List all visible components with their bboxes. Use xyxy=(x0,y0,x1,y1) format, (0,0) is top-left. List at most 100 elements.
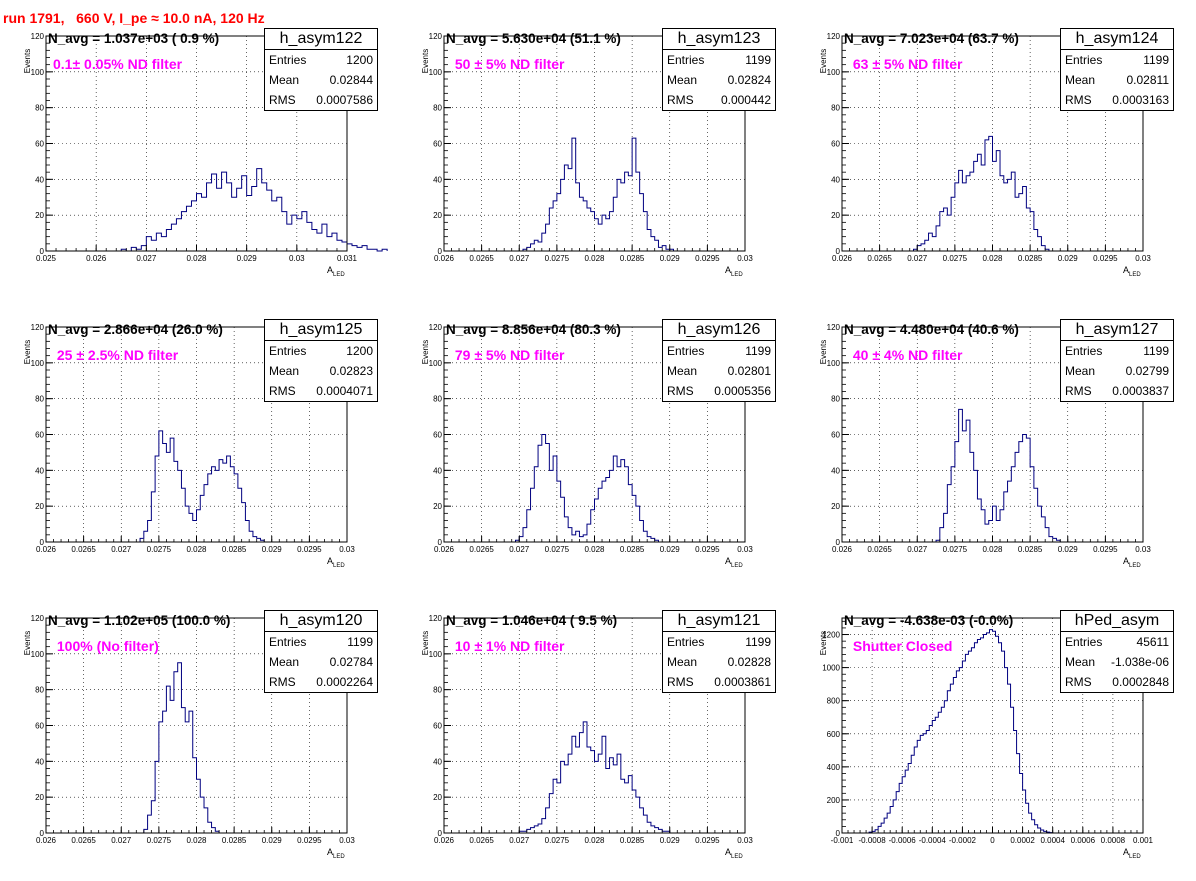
histogram-panel-h_asym121: 0.026 0.0265 0.027 0.0275 0.028 0.0285 0.029 0.… xyxy=(421,609,813,881)
stats-box: h_asym120 Entries 1199 Mean 0.02784 RMS 0.0002… xyxy=(264,610,378,693)
x-tick-label: 0.026 xyxy=(434,836,455,845)
stat-label: Mean xyxy=(269,655,300,669)
y-tick-label: 60 xyxy=(35,722,44,731)
y-axis-label: Events xyxy=(421,49,430,73)
y-tick-label: 40 xyxy=(35,757,44,766)
histogram-name: hPed_asym xyxy=(1061,611,1173,632)
x-tick-label: 0.027 xyxy=(509,545,530,554)
x-tick-label: 0.028 xyxy=(186,545,207,554)
stat-row-entries: Entries 1199 xyxy=(663,341,775,361)
stat-row-entries: Entries 1200 xyxy=(265,341,377,361)
histogram-line xyxy=(518,721,671,833)
stat-value: 1199 xyxy=(347,635,373,649)
x-tick-label: 0.0295 xyxy=(1093,254,1118,263)
y-tick-label: 80 xyxy=(831,104,840,113)
x-axis-label: ALED xyxy=(1123,265,1141,278)
y-tick-label: 40 xyxy=(831,175,840,184)
y-tick-label: 200 xyxy=(827,796,841,805)
stat-label: RMS xyxy=(667,384,694,398)
x-tick-label: 0.0285 xyxy=(222,545,247,554)
x-tick-label: 0.03 xyxy=(737,545,753,554)
stat-row-entries: Entries 1199 xyxy=(663,50,775,70)
y-tick-label: 40 xyxy=(433,757,442,766)
x-tick-label: 0.027 xyxy=(509,254,530,263)
y-axis-label: Events xyxy=(23,340,32,364)
stat-row-rms: RMS 0.0007586 xyxy=(265,90,377,110)
y-axis-label: Events xyxy=(421,631,430,655)
x-tick-label: 0.0002 xyxy=(1010,836,1035,845)
stat-value: 0.0003837 xyxy=(1112,384,1169,398)
x-tick-label: 0.025 xyxy=(36,254,57,263)
filter-annotation: 10 ± 1% ND filter xyxy=(451,638,565,654)
stats-box: h_asym122 Entries 1200 Mean 0.02844 RMS 0.0007… xyxy=(264,28,378,111)
x-axis-label: ALED xyxy=(725,556,743,569)
x-tick-label: 0.0275 xyxy=(147,545,172,554)
stat-value: 1200 xyxy=(346,344,373,358)
stat-label: RMS xyxy=(1065,93,1092,107)
stat-row-entries: Entries 1199 xyxy=(265,632,377,652)
y-tick-label: 80 xyxy=(831,395,840,404)
x-tick-label: 0.03 xyxy=(339,545,355,554)
x-tick-label: 0.029 xyxy=(1058,254,1079,263)
stat-value: 1199 xyxy=(1143,344,1169,358)
histogram-plot: 0.025 0.026 0.027 0.028 0.029 0.03 0.031 0 20 40 6… xyxy=(23,32,388,278)
x-tick-label: 0.029 xyxy=(660,836,681,845)
navg-annotation: N_avg = 1.046e+04 ( 9.5 %) xyxy=(446,613,618,628)
x-tick-label: 0.0285 xyxy=(1018,545,1043,554)
x-tick-label: 0.0285 xyxy=(222,836,247,845)
y-tick-label: 0 xyxy=(40,829,45,838)
y-tick-label: 120 xyxy=(429,323,443,332)
y-axis-label: Events xyxy=(819,631,828,655)
stat-label: RMS xyxy=(269,675,296,689)
navg-annotation: N_avg = -4.638e-03 (-0.0%) xyxy=(844,613,1014,628)
stat-row-entries: Entries 1199 xyxy=(663,632,775,652)
x-tick-label: 0.026 xyxy=(434,254,455,263)
x-tick-label: -0.0008 xyxy=(859,836,887,845)
stat-row-entries: Entries 45611 xyxy=(1061,632,1173,652)
y-tick-label: 1200 xyxy=(822,631,840,640)
x-tick-label: 0.029 xyxy=(660,545,681,554)
x-axis-label: ALED xyxy=(725,265,743,278)
y-tick-label: 80 xyxy=(35,395,44,404)
x-tick-label: 0.027 xyxy=(907,545,928,554)
x-axis-label: ALED xyxy=(327,265,345,278)
x-tick-label: 0.029 xyxy=(1058,545,1079,554)
stat-row-rms: RMS 0.0003163 xyxy=(1061,90,1173,110)
stat-label: RMS xyxy=(667,93,694,107)
histogram-line xyxy=(143,662,220,833)
stat-value: 0.02828 xyxy=(727,655,771,669)
x-axis-label: ALED xyxy=(725,847,743,860)
stat-value: 1199 xyxy=(745,53,771,67)
x-tick-label: 0.001 xyxy=(1133,836,1154,845)
histogram-name: h_asym123 xyxy=(663,29,775,50)
y-tick-label: 80 xyxy=(35,104,44,113)
x-tick-label: -0.0004 xyxy=(919,836,947,845)
x-tick-label: 0.029 xyxy=(237,254,258,263)
y-tick-label: 100 xyxy=(31,359,45,368)
y-tick-label: 20 xyxy=(831,211,840,220)
stat-value: 0.0002264 xyxy=(316,675,373,689)
stats-box: h_asym123 Entries 1199 Mean 0.02824 RMS 0.0004… xyxy=(662,28,776,111)
y-tick-label: 60 xyxy=(35,431,44,440)
run-title: run 1791, 660 V, I_pe ≈ 10.0 nA, 120 Hz xyxy=(3,10,265,26)
stat-row-mean: Mean 0.02828 xyxy=(663,652,775,672)
filter-annotation: 0.1± 0.05% ND filter xyxy=(53,56,183,72)
histogram-line xyxy=(912,135,1050,251)
stat-label: RMS xyxy=(1065,384,1092,398)
x-tick-label: 0.0285 xyxy=(1018,254,1043,263)
stat-value: 0.0003163 xyxy=(1112,93,1169,107)
x-tick-label: 0.0295 xyxy=(695,254,720,263)
x-tick-label: 0.028 xyxy=(982,254,1003,263)
stat-label: Entries xyxy=(1065,635,1103,649)
x-tick-label: 0.03 xyxy=(1135,254,1151,263)
y-tick-label: 100 xyxy=(827,359,841,368)
y-tick-label: 80 xyxy=(35,686,44,695)
stat-row-rms: RMS 0.0002264 xyxy=(265,672,377,692)
y-tick-label: 0 xyxy=(438,538,443,547)
stat-label: Mean xyxy=(667,73,698,87)
stat-value: 0.0005356 xyxy=(714,384,771,398)
histogram-plot: 0.026 0.0265 0.027 0.0275 0.028 0.0285 0.029 0.… xyxy=(819,323,1151,569)
histogram-plot: 0.026 0.0265 0.027 0.0275 0.028 0.0285 0.029 0.… xyxy=(421,323,753,569)
x-tick-label: 0.0275 xyxy=(943,545,968,554)
histogram-line xyxy=(514,434,659,542)
